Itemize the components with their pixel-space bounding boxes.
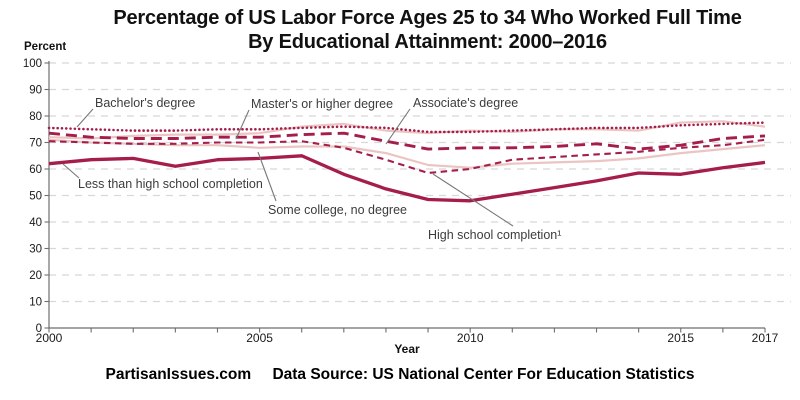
y-tick-label: 50 [29,191,42,203]
annotation-leader-5 [432,173,514,227]
x-tick-label: 2017 [752,331,779,345]
annotation-leader-0 [76,108,94,128]
series-less_hs [48,154,766,203]
y-tick-label: 0 [36,323,42,335]
y-axis-title: Percent [24,41,67,53]
chart-title-line2: By Educational Attainment: 2000–2016 [248,31,607,53]
annotation-label-0: Bachelor's degree [95,96,195,110]
y-tick-label: 10 [29,297,42,309]
footer-brand: PartisanIssues.com [105,366,252,383]
gridlines [49,62,791,303]
annotation-label-4: Some college, no degree [268,203,407,217]
y-tick-label: 80 [29,111,42,123]
series-bachelors [47,121,767,134]
x-tick-label: 2000 [36,331,63,345]
y-tick-label: 100 [23,58,42,70]
footer-source: Data Source: US National Center For Educ… [272,366,695,383]
series-masters [48,120,766,140]
x-axis-title: Year [394,342,420,356]
chart-title-line1: Percentage of US Labor Force Ages 25 to … [113,7,742,29]
x-tick-label: 2015 [667,331,694,345]
annotation-leader-4 [257,151,277,202]
annotation-label-2: Associate's degree [413,96,518,110]
footer: PartisanIssues.com Data Source: US Natio… [0,366,800,384]
annotation-leader-1 [235,109,250,140]
annotation-label-1: Master's or higher degree [251,97,393,111]
annotation-label-5: High school completion¹ [428,228,561,242]
y-tick-label: 20 [29,270,42,282]
chart-title: Percentage of US Labor Force Ages 25 to … [55,6,800,54]
annotation-label-3: Less than high school completion [78,177,263,191]
annotation-leader-2 [385,108,411,145]
x-tick-label: 2005 [246,331,273,345]
y-tick-label: 40 [29,217,42,229]
y-tick-label: 60 [29,164,42,176]
series-associates [48,131,766,151]
y-tick-label: 30 [29,244,42,256]
y-tick-label: 90 [29,85,42,97]
series-some_college [48,138,766,169]
x-tick-label: 2010 [457,331,484,345]
annotation-leader-3 [62,163,80,179]
y-tick-label: 70 [29,138,42,150]
